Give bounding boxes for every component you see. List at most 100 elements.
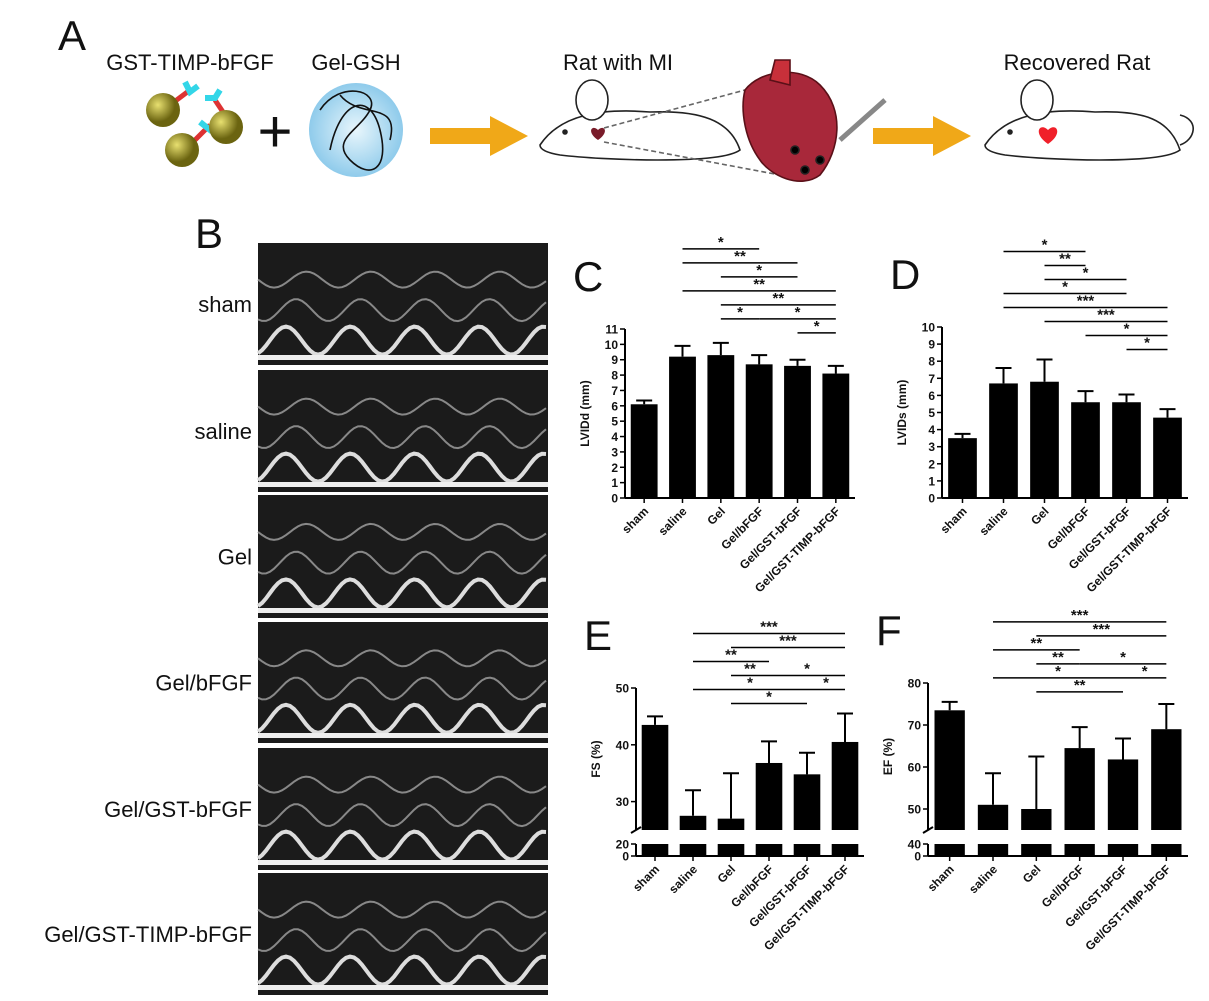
bar-base bbox=[793, 844, 821, 856]
y-tick-label: 7 bbox=[928, 372, 935, 386]
y-tick-label: 0 bbox=[928, 492, 935, 506]
echo-trace bbox=[257, 803, 547, 828]
error-bar bbox=[1159, 408, 1176, 418]
bar-base bbox=[1107, 844, 1139, 856]
echo-trace bbox=[257, 270, 547, 289]
error-bar bbox=[1077, 390, 1094, 403]
y-tick-label: 40 bbox=[616, 738, 630, 752]
y-tick-label: 2 bbox=[611, 461, 618, 475]
significance-label: *** bbox=[1077, 292, 1095, 309]
panel-a: A GST-TIMP-bFGF Gel-GSH Rat with MI Reco… bbox=[58, 12, 1194, 182]
y-tick-label: 50 bbox=[616, 682, 630, 696]
error-bar bbox=[995, 367, 1012, 384]
bar bbox=[1107, 759, 1139, 830]
error-bar bbox=[837, 712, 853, 742]
error-bar bbox=[674, 344, 691, 357]
significance-label: * bbox=[804, 661, 810, 678]
y-tick-label: 5 bbox=[928, 406, 935, 420]
significance-label: ** bbox=[1074, 677, 1086, 694]
significance-label: *** bbox=[760, 619, 778, 636]
bar-base bbox=[1021, 844, 1052, 856]
error-bar bbox=[1115, 737, 1131, 760]
y-tick-label: 4 bbox=[611, 430, 618, 444]
significance-label: ** bbox=[734, 248, 746, 265]
bar-base bbox=[977, 844, 1009, 856]
significance-label: ** bbox=[1052, 649, 1064, 666]
significance-label: * bbox=[737, 304, 743, 321]
significance-label: * bbox=[1124, 320, 1130, 337]
echo-trace bbox=[256, 954, 547, 987]
significance-label: *** bbox=[1093, 621, 1111, 638]
error-bar bbox=[712, 341, 729, 356]
significance-label: * bbox=[756, 262, 762, 279]
error-bar bbox=[941, 700, 958, 711]
error-bar bbox=[685, 789, 701, 816]
echo-image bbox=[258, 622, 548, 743]
panel-letter: C bbox=[573, 253, 603, 300]
axis-break bbox=[630, 826, 642, 834]
label: Recovered Rat bbox=[1004, 50, 1151, 75]
echo-band bbox=[258, 608, 548, 613]
molecules bbox=[146, 80, 403, 177]
row-label: Gel/bFGF bbox=[155, 671, 252, 696]
echo-trace bbox=[256, 829, 547, 862]
bar-base bbox=[679, 844, 707, 856]
error-bar bbox=[954, 432, 971, 439]
significance-label: * bbox=[823, 675, 829, 692]
echo-trace bbox=[256, 324, 547, 357]
bar bbox=[934, 710, 965, 830]
bar bbox=[669, 356, 696, 498]
y-tick-label: 0 bbox=[611, 492, 618, 506]
error-bar bbox=[751, 354, 768, 365]
echo-band bbox=[258, 985, 548, 990]
row-label: saline bbox=[195, 419, 252, 444]
y-tick-label: 10 bbox=[922, 321, 936, 335]
significance-label: * bbox=[1055, 663, 1061, 680]
y-tick-label: 30 bbox=[616, 795, 630, 809]
row-label: Gel/GST-TIMP-bFGF bbox=[44, 922, 252, 947]
error-bar bbox=[789, 358, 806, 366]
row-label: sham bbox=[198, 292, 252, 317]
bar-base bbox=[755, 844, 783, 856]
label: Gel-GSH bbox=[311, 50, 400, 75]
significance-label: * bbox=[1042, 236, 1048, 253]
y-tick-label: 4 bbox=[928, 423, 935, 437]
y-axis-label: EF (%) bbox=[881, 738, 895, 775]
bar-base bbox=[934, 844, 965, 856]
echo-trace bbox=[257, 397, 547, 416]
y-tick-label: 70 bbox=[908, 719, 922, 733]
significance-label: ** bbox=[772, 290, 784, 307]
echo-trace bbox=[257, 775, 547, 794]
y-tick-label: 8 bbox=[928, 355, 935, 369]
significance-label: *** bbox=[1097, 306, 1115, 323]
bar bbox=[755, 762, 783, 830]
echo-image bbox=[258, 748, 548, 870]
y-tick-label: 9 bbox=[611, 353, 618, 367]
y-tick-label: 11 bbox=[605, 323, 618, 337]
rats bbox=[539, 59, 1194, 182]
y-tick-label: 50 bbox=[908, 803, 922, 817]
y-tick-label: 20 bbox=[616, 838, 630, 852]
bar-base bbox=[1064, 844, 1095, 856]
bar bbox=[1151, 729, 1182, 830]
bar bbox=[679, 815, 707, 830]
y-tick-label: 3 bbox=[611, 445, 618, 459]
label: Rat with MI bbox=[563, 50, 673, 75]
y-axis-label: LVIDd (mm) bbox=[578, 380, 592, 446]
echo-trace bbox=[257, 649, 547, 668]
row-label: Gel bbox=[218, 545, 252, 570]
echo-band bbox=[258, 355, 548, 360]
y-tick-label: 40 bbox=[908, 838, 922, 852]
panel-letter: D bbox=[890, 251, 920, 298]
y-tick-label: 60 bbox=[908, 761, 922, 775]
significance-label: * bbox=[1062, 278, 1068, 295]
bar bbox=[745, 364, 773, 498]
echo-image bbox=[258, 370, 548, 492]
error-bar bbox=[647, 715, 663, 725]
significance-label: ** bbox=[1059, 250, 1071, 267]
echo-trace bbox=[256, 702, 547, 735]
bar-base bbox=[1151, 844, 1182, 856]
arrows bbox=[430, 116, 971, 156]
y-tick-label: 0 bbox=[622, 850, 629, 864]
